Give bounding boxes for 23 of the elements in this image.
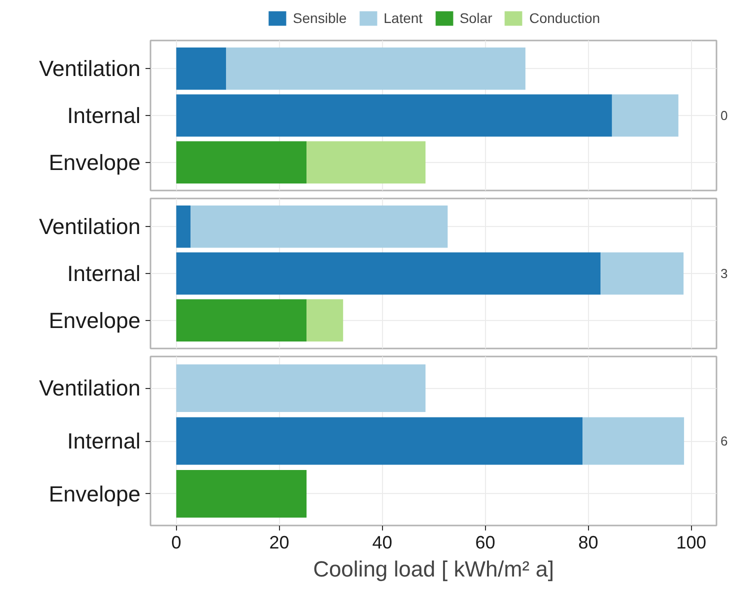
legend-label: Sensible [292,10,347,26]
y2-axis-title: 6 [720,434,728,448]
y2-axis-title: 0 [720,108,728,123]
legend-label: Latent [384,10,423,26]
legend-label: Conduction [529,10,600,26]
x-tick-label: 80 [578,532,598,552]
y-tick-label: Envelope [48,308,141,333]
y-tick-label: Internal [67,261,141,286]
y-tick-label: Ventilation [38,56,141,82]
x-tick-label: 60 [475,532,496,552]
x-tick-label: 0 [171,532,182,552]
y2-axis-title: 3 [720,266,728,281]
y-tick-label: Ventilation [38,376,141,401]
y-tick-label: Internal [67,428,141,454]
legend-label: Solar [460,10,492,26]
y-tick-label: Internal [67,103,141,128]
y-tick-label: Envelope [48,481,141,506]
x-axis-title: Cooling load [ kWh/m² a] [313,556,554,582]
y-tick-label: Ventilation [38,214,141,240]
y-tick-label: Envelope [48,150,141,175]
x-tick-label: 40 [372,532,392,552]
x-tick-label: 20 [269,532,290,552]
x-tick-label: 100 [676,532,706,552]
